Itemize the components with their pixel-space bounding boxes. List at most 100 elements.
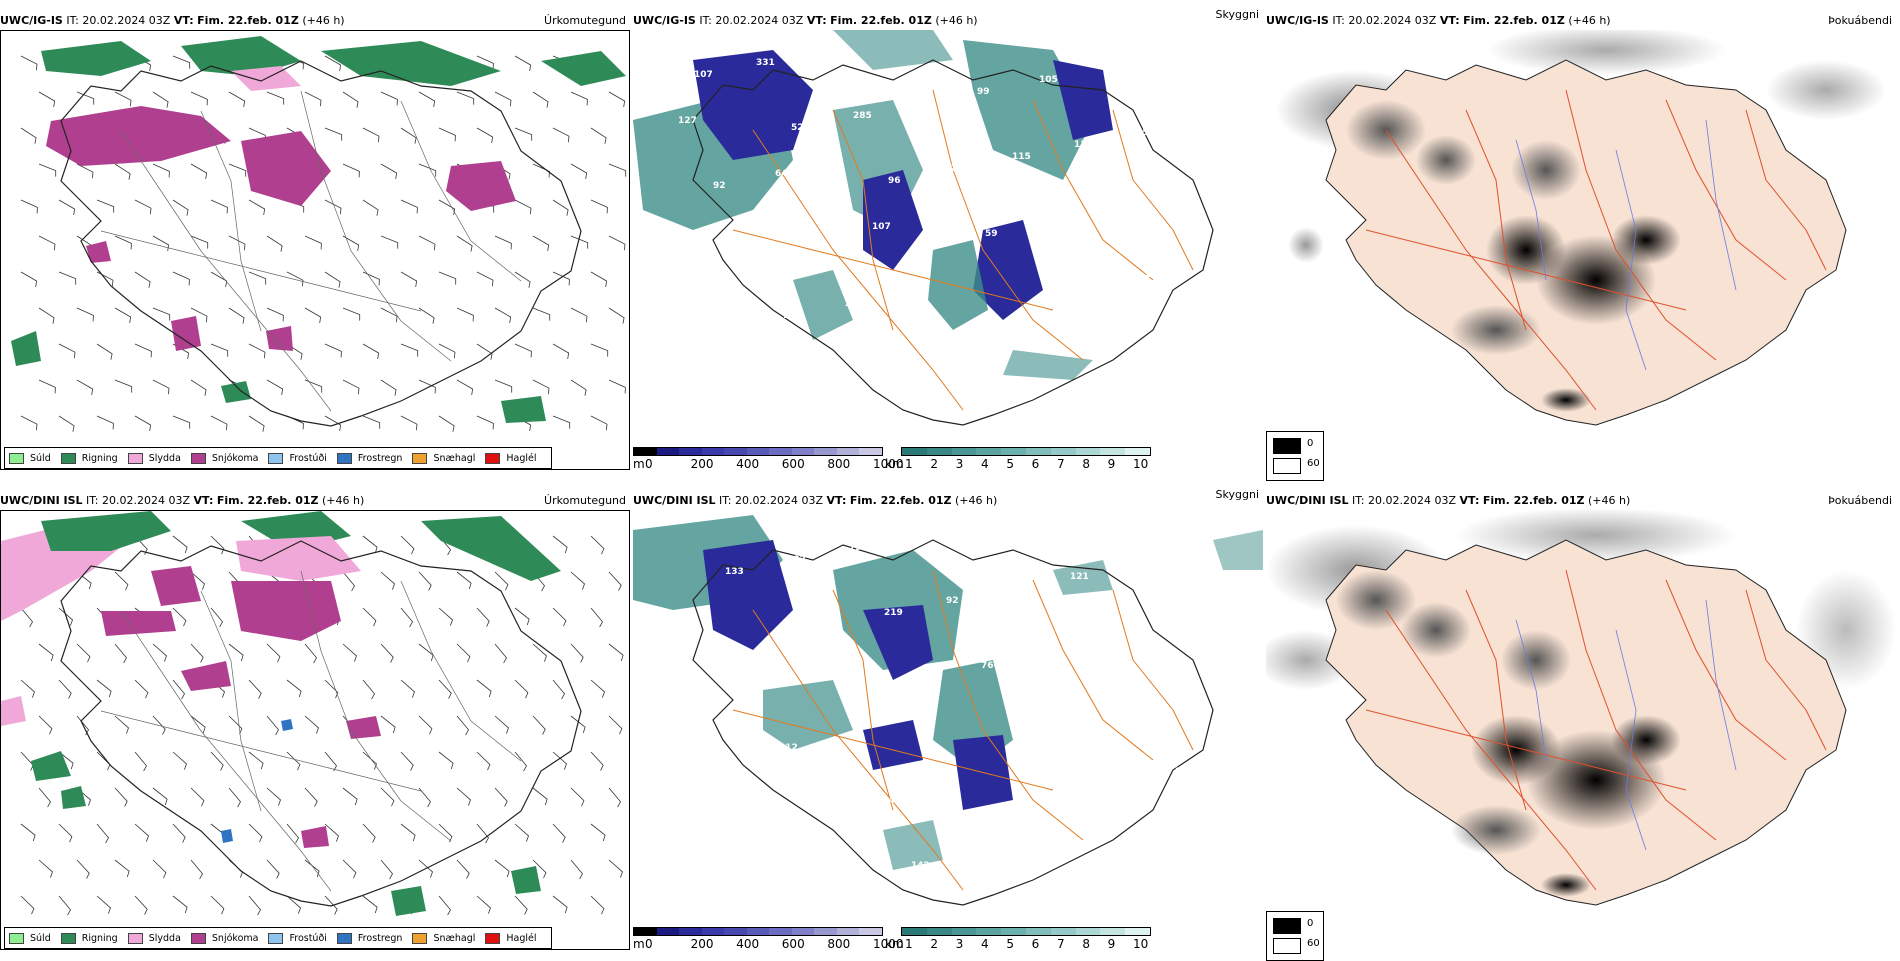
legend-item: Snæhagl — [412, 932, 475, 944]
precip-areas — [11, 36, 626, 423]
model-name: UWC/IG-IS — [1266, 14, 1329, 27]
wind-barb — [514, 199, 532, 215]
panel-visibility-bottom: UWC/DINI ISL IT: 20.02.2024 03Z VT: Fim.… — [633, 488, 1263, 957]
colorbar-segment — [902, 928, 927, 935]
panel-title: Skyggni — [1215, 488, 1259, 501]
wind-barb — [532, 91, 549, 108]
colorbar-tick-label: 10 — [1133, 937, 1149, 951]
wind-barb — [324, 823, 339, 842]
visibility-value: 154 — [822, 620, 841, 630]
model-name: UWC/IG-IS — [0, 14, 63, 27]
legend-item: Súld — [9, 932, 51, 944]
wind-barb — [608, 307, 625, 324]
legend-item: Súld — [9, 452, 51, 464]
wind-barb — [400, 751, 414, 771]
wind-barb — [342, 571, 355, 592]
visibility-value: 760 — [981, 661, 1000, 671]
wind-barb — [494, 379, 513, 393]
visibility-value: 241 — [1082, 282, 1101, 292]
vt-value: Fim. 22.feb. 01Z — [197, 14, 299, 27]
legend-label: Súld — [30, 452, 51, 464]
wind-barb — [362, 607, 377, 627]
colorbar-segment — [859, 928, 883, 935]
wind-barb — [304, 715, 319, 734]
wind-barb — [438, 199, 456, 216]
wind-barb — [58, 199, 76, 216]
wind-barb — [190, 859, 203, 880]
wind-barb — [266, 235, 283, 252]
wind-barb — [400, 271, 418, 288]
colorbar-tick-label: 5 — [1006, 457, 1014, 471]
wind-barb — [590, 127, 607, 144]
visibility-value: 133 — [725, 567, 744, 577]
colorbar-segment — [679, 928, 702, 935]
wind-barb — [248, 199, 266, 216]
legend-swatch — [412, 932, 428, 944]
wind-barb — [190, 91, 208, 106]
visibility-value: 105 — [744, 678, 763, 688]
legend-item: Haglél — [485, 452, 537, 464]
iceland-coastline — [692, 539, 1214, 906]
wind-barb — [152, 91, 169, 108]
wind-barb — [266, 307, 284, 322]
colorbar-segment — [836, 928, 860, 935]
colorbar-tick-label: 600 — [781, 937, 805, 951]
legend-item: Snjókoma — [190, 452, 258, 464]
wind-barb — [76, 307, 94, 322]
visibility-value: 331 — [756, 58, 775, 68]
colorbar-segment — [1050, 928, 1076, 935]
wind-barb — [400, 199, 418, 214]
wind-barb — [304, 379, 323, 393]
wind-barb — [266, 715, 279, 736]
wind-barb — [514, 271, 531, 288]
colorbar-tick-label: 3 — [955, 457, 964, 471]
wind-barb — [114, 715, 129, 734]
colorbar-segment — [926, 448, 952, 455]
wind-barb — [532, 235, 550, 252]
wind-barb — [152, 787, 168, 806]
wind-barb — [76, 379, 94, 396]
it-value: 20.02.2024 03Z — [102, 494, 191, 507]
colorbar-tick-label: 200 — [690, 937, 714, 951]
unit-m: m — [633, 937, 645, 951]
wind-barb — [114, 571, 129, 591]
wind-barb — [570, 379, 587, 396]
visibility-value: 59 — [985, 229, 998, 239]
wind-barb — [514, 607, 530, 626]
iceland-coastline — [60, 60, 582, 427]
vt-value: Fim. 22.feb. 01Z — [216, 494, 319, 507]
vt-value: Fim. 22.feb. 01Z — [849, 494, 952, 507]
wind-barb — [532, 163, 550, 178]
wind-barb — [532, 787, 548, 806]
fog-legend-swatch-0 — [1273, 438, 1301, 454]
visibility-map: 107 52 96 59 241 208 331 285 27 105 124 221 276 13 115… — [633, 30, 1263, 440]
wind-barb — [418, 715, 433, 735]
legend-label: Frostúði — [289, 452, 327, 464]
wind-barb — [590, 343, 609, 357]
wind-barb — [590, 271, 608, 288]
visibility-value: 92 — [1078, 714, 1091, 724]
colorbar-tick-label: 200 — [690, 457, 714, 471]
colorbar-segment — [656, 928, 680, 935]
wind-barb — [438, 679, 452, 699]
wind-barb — [400, 607, 413, 628]
lead-time: (+46 h) — [302, 14, 345, 27]
wind-barb — [476, 895, 491, 914]
wind-barb — [58, 895, 71, 916]
fog-legend-label-0: 0 — [1307, 438, 1314, 449]
visibility-map-svg: 133 154 200 152 285 174 182 219 760 92 350 158 79 92 1… — [633, 515, 1263, 906]
wind-barb — [418, 643, 434, 662]
precip-map-svg — [1, 511, 624, 916]
wind-barb — [96, 823, 109, 844]
precip-map — [0, 30, 630, 470]
wind-barb — [456, 787, 471, 806]
fog-legend-swatch-0 — [1273, 918, 1301, 934]
wind-barb — [494, 307, 512, 324]
unit-km: km — [885, 937, 904, 951]
wind-barb — [532, 379, 550, 395]
panel-header: UWC/IG-IS IT: 20.02.2024 03Z VT: Fim. 22… — [633, 13, 1263, 29]
wind-barb — [324, 199, 342, 215]
wind-barb — [570, 715, 586, 734]
visibility-value: 127 — [678, 116, 697, 126]
visibility-value: 208 — [1179, 335, 1198, 345]
